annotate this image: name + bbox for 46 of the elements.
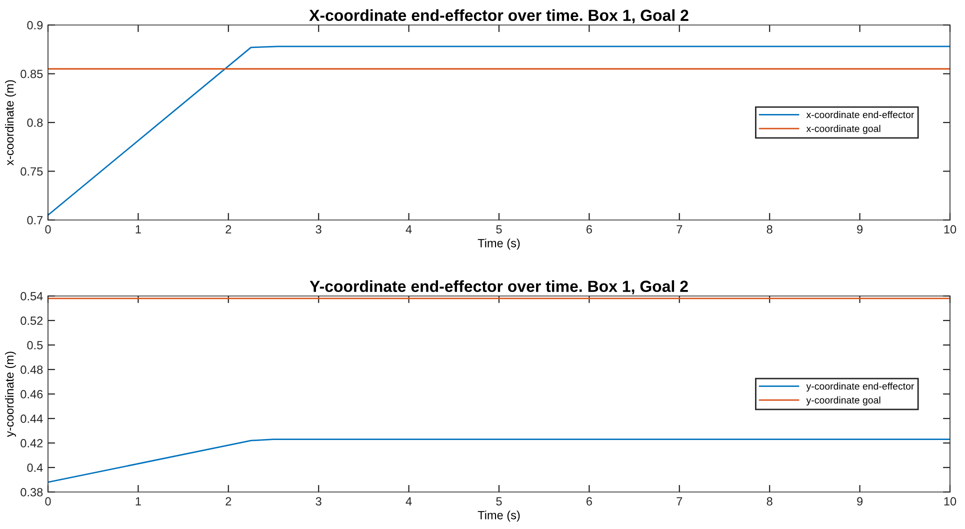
x-tick-label: 3 — [316, 225, 322, 234]
x-tick-label: 7 — [676, 225, 682, 234]
y-tick-label: 0.44 — [20, 414, 43, 423]
x-tick-label: 3 — [316, 497, 322, 506]
x-tick-label: 8 — [766, 225, 772, 234]
x-tick-label: 2 — [226, 225, 232, 234]
x-tick-label: 0 — [45, 225, 51, 234]
y-tick-label: 0.7 — [27, 216, 43, 224]
y-tick-label: 0.52 — [20, 316, 43, 325]
x-tick-label: 9 — [857, 225, 863, 234]
legend-label: y-coordinate end-effector — [806, 382, 914, 392]
y-tick-label: 0.4 — [27, 464, 43, 472]
x-axis-title: Time (s) — [478, 510, 520, 522]
legend-label: x-coordinate goal — [806, 124, 880, 134]
y-tick-label: 0.38 — [20, 488, 43, 496]
y-axis-title: y-coordinate (m) — [4, 352, 16, 437]
x-tick-label: 2 — [226, 497, 232, 506]
y-tick-label: 0.85 — [20, 70, 43, 78]
legend-label: y-coordinate goal — [806, 396, 880, 406]
x-tick-label: 1 — [136, 497, 141, 506]
y-tick-label: 0.46 — [20, 390, 43, 398]
y-tick-label: 0.8 — [27, 118, 43, 127]
x-tick-label: 5 — [496, 225, 502, 234]
legend-label: x-coordinate end-effector — [806, 111, 914, 118]
x-tick-label: 9 — [857, 497, 863, 506]
y-axis-title: x-coordinate (m) — [4, 80, 16, 166]
y-tick-label: 0.54 — [20, 292, 43, 300]
x-tick-label: 8 — [766, 497, 772, 506]
chart-title: X-coordinate end-effector over time. Box 1, Goal 2 — [309, 9, 688, 24]
x-axis-title: Time (s) — [478, 238, 520, 250]
y-tick-label: 0.42 — [20, 439, 43, 448]
x-tick-label: 10 — [944, 497, 956, 506]
x-tick-label: 5 — [496, 497, 502, 506]
x-tick-label: 4 — [406, 497, 412, 506]
x-tick-label: 10 — [944, 225, 956, 234]
y-tick-label: 0.9 — [27, 21, 43, 30]
y-tick-label: 0.5 — [27, 341, 43, 350]
x-tick-label: 1 — [136, 225, 141, 234]
x-tick-label: 6 — [586, 225, 592, 234]
x-tick-label: 4 — [406, 225, 412, 234]
x-tick-label: 6 — [586, 497, 592, 506]
x-tick-label: 7 — [676, 497, 682, 506]
x-tick-label: 0 — [45, 497, 51, 506]
y-tick-label: 0.48 — [20, 366, 43, 374]
chart-title: Y-coordinate end-effector over time. Box 1, Goal 2 — [310, 280, 688, 294]
y-tick-label: 0.75 — [20, 167, 43, 176]
